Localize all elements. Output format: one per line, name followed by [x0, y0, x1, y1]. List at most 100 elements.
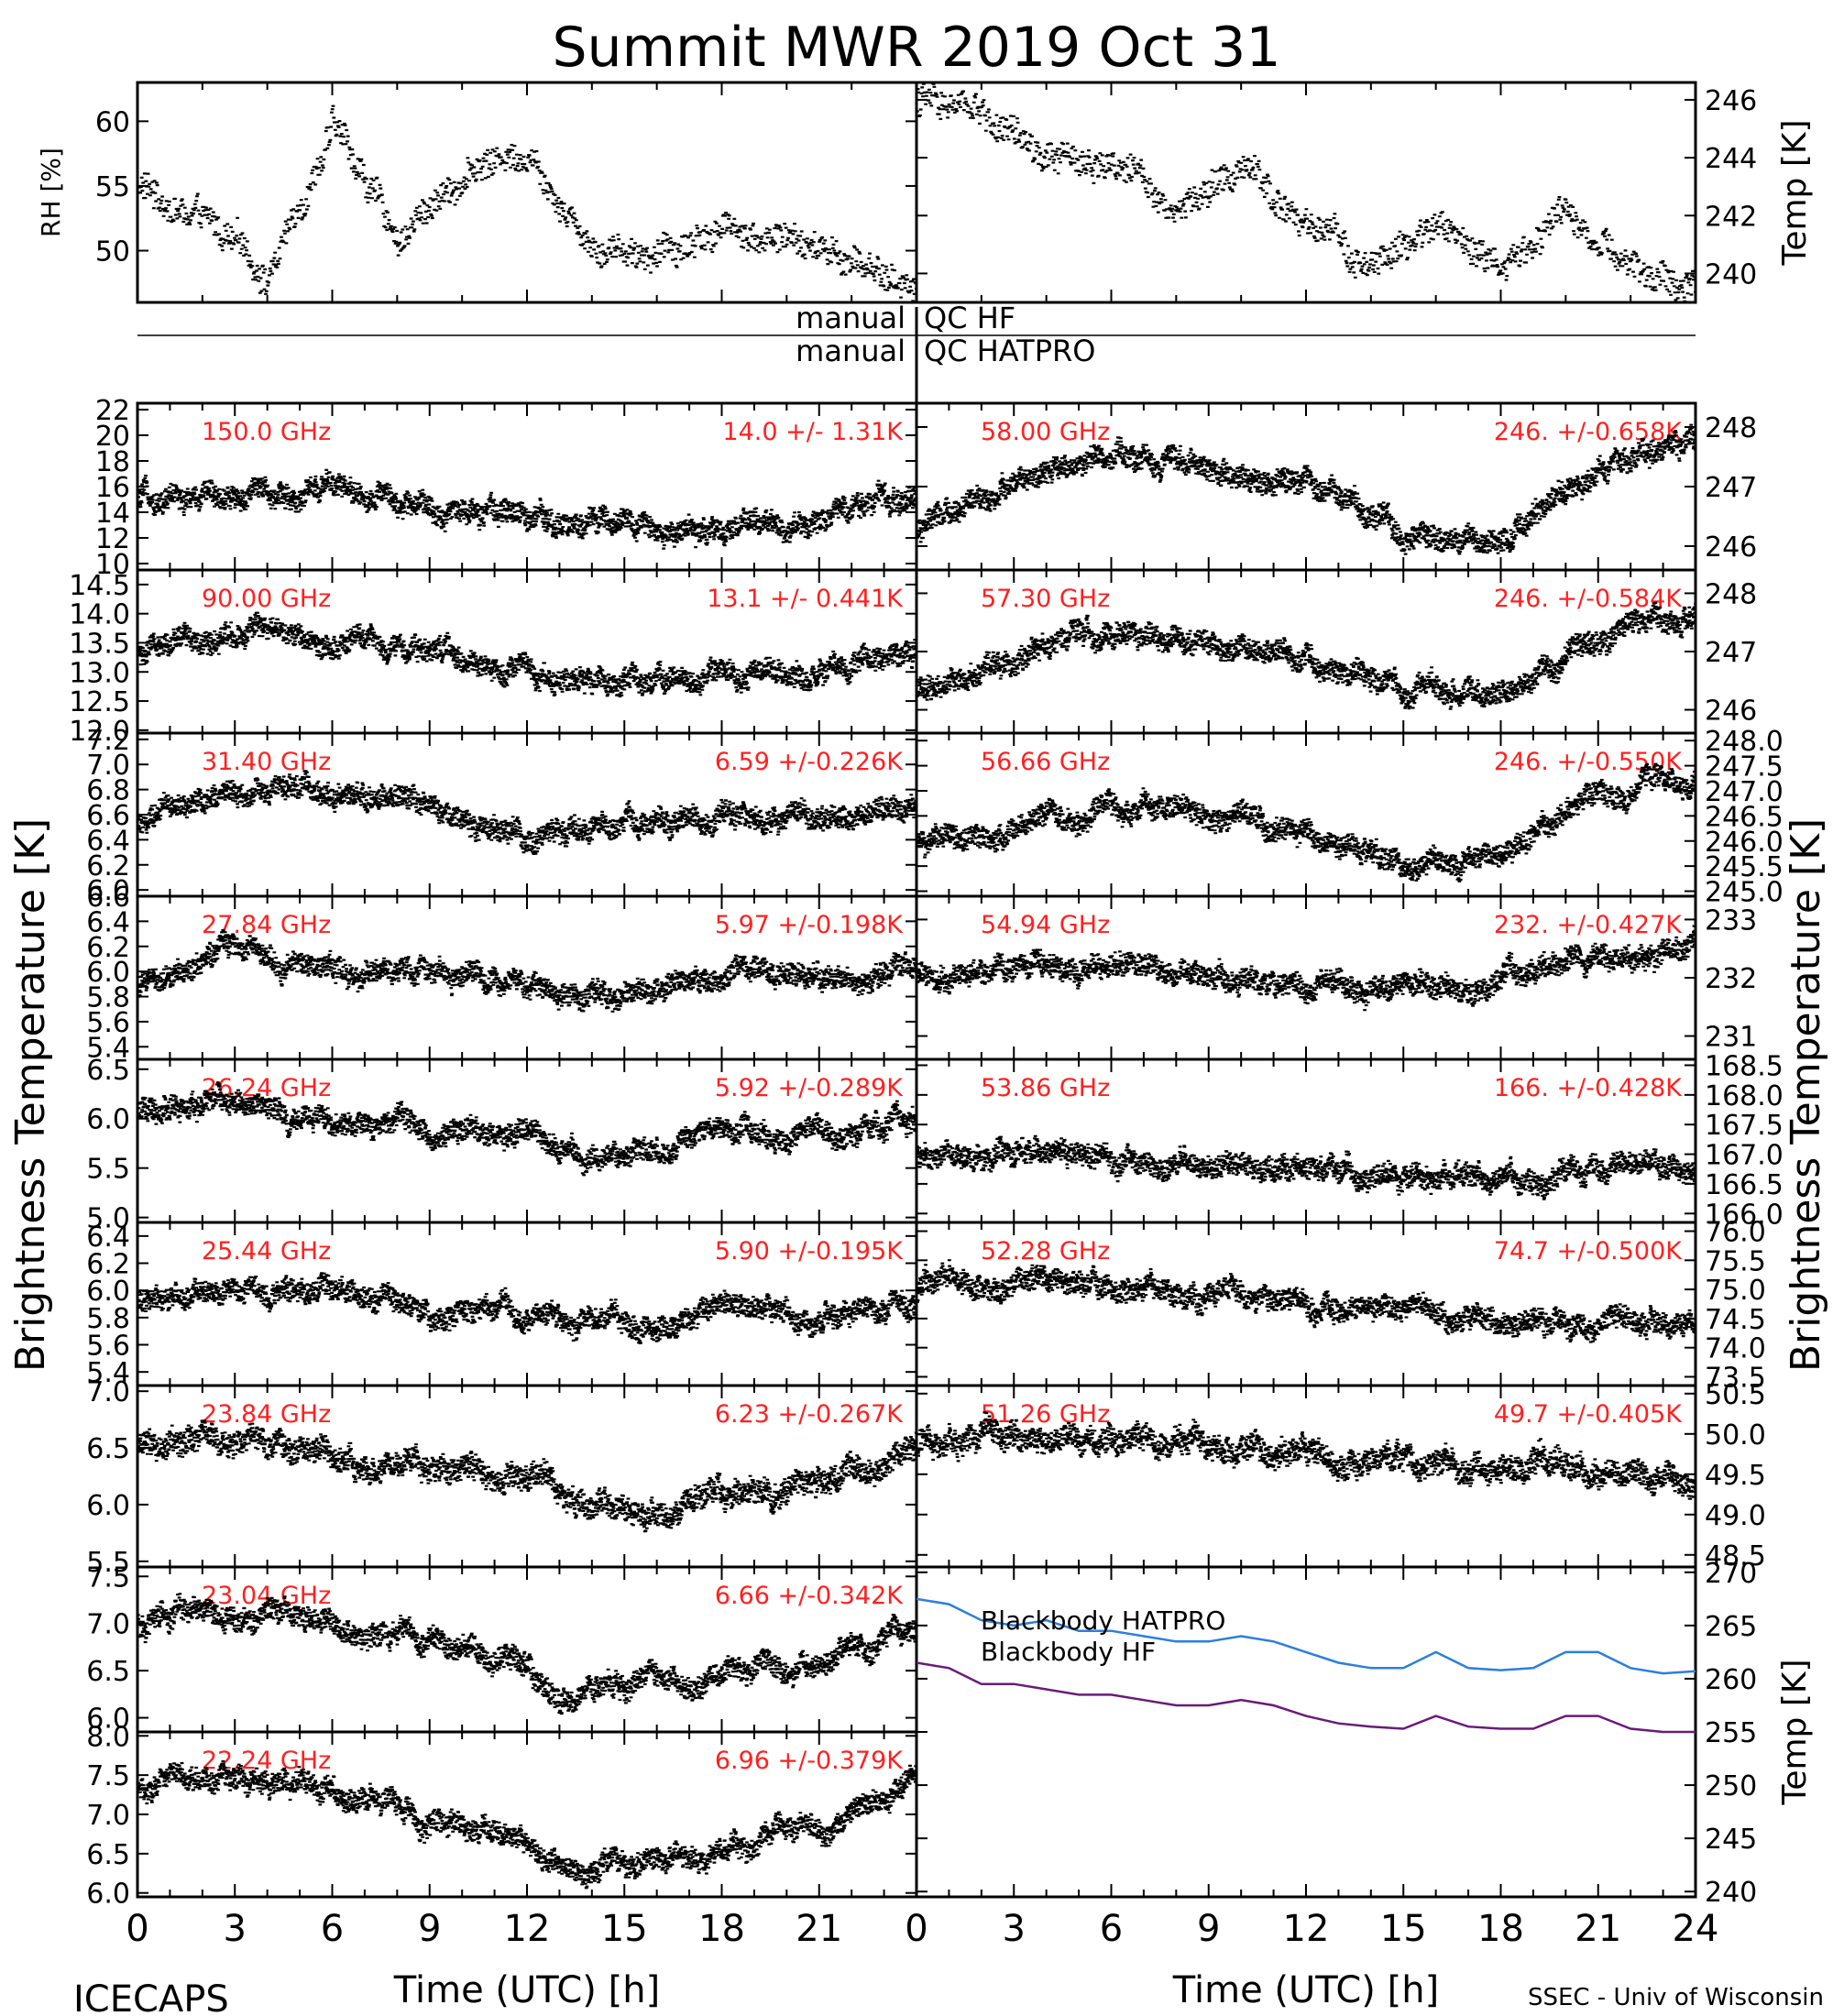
channel-label: 54.94 GHz — [981, 911, 1110, 939]
ytick-label: 248 — [1705, 412, 1757, 444]
ytick-label: 247.0 — [1705, 776, 1784, 808]
ytick-label: 7.0 — [86, 1376, 130, 1408]
panel-ch5126: 48.5 49.0 49.5 50.0 50.5 51.26 GHz 49.7 +/-0.4… — [915, 1379, 1766, 1572]
ytick-label: 245 — [1705, 1824, 1757, 1856]
stats-label: 166. +/-0.428K — [1494, 1074, 1683, 1102]
ytick-label: 6.2 — [86, 1249, 130, 1281]
ytick-label: 231 — [1705, 1022, 1757, 1054]
plot-area — [137, 611, 916, 698]
ytick-label: 20 — [95, 421, 130, 453]
xtick-label: 0 — [126, 1908, 148, 1950]
ytick-label: 6.5 — [86, 1839, 130, 1871]
figure-title: Summit MWR 2019 Oct 31 — [552, 16, 1280, 80]
ytick-label: 240 — [1705, 258, 1757, 290]
channel-label: 51.26 GHz — [981, 1400, 1110, 1429]
legend-entry-1: Blackbody HF — [981, 1637, 1156, 1667]
ytick-label: 50.0 — [1705, 1419, 1766, 1452]
plot-area — [916, 762, 1696, 882]
scatter-points — [916, 762, 1696, 882]
ytick-label: 49.5 — [1705, 1460, 1766, 1492]
plot-area — [137, 468, 916, 550]
ytick-label: 6.0 — [86, 1490, 130, 1522]
panel-ch2384: 5.5 6.0 6.5 7.0 23.84 GHz 6.23 +/-0.267K — [86, 1376, 918, 1579]
plot-area — [137, 1419, 916, 1533]
ytick-label: 6.4 — [86, 1222, 130, 1254]
scatter-points — [137, 1081, 916, 1177]
ytick-label: 6.4 — [86, 906, 130, 938]
panel-ch2784: 5.45.65.86.06.26.46.6 27.84 GHz 5.97 +/-0.… — [86, 882, 918, 1064]
ytick-label: 6.4 — [86, 825, 130, 857]
ytick-label: 6.6 — [86, 882, 130, 914]
xtick-label: 9 — [418, 1908, 441, 1950]
stats-label: 74.7 +/-0.500K — [1494, 1237, 1683, 1265]
stats-label: 232. +/-0.427K — [1494, 911, 1683, 939]
ytick-label: 74.0 — [1705, 1333, 1766, 1365]
ytick-label: 244 — [1705, 143, 1757, 175]
channel-label: 27.84 GHz — [202, 911, 331, 939]
plot-area — [916, 1134, 1696, 1200]
scatter-points — [137, 770, 916, 855]
ytick-label: 10 — [95, 549, 130, 581]
footer-right: SSEC - Univ of Wisconsin — [1528, 1984, 1824, 2011]
ytick-label: 14.5 — [69, 570, 130, 602]
plot-area — [137, 1081, 916, 1177]
plot-area — [916, 601, 1696, 710]
ytick-label: 49.0 — [1705, 1500, 1766, 1532]
ytick-label: 7.0 — [86, 1800, 130, 1832]
channel-label: 23.84 GHz — [202, 1400, 331, 1429]
ytick-label: 6.0 — [86, 875, 130, 907]
frame-rh — [136, 81, 918, 304]
ytick-label: 50 — [95, 236, 130, 268]
channel-label: 57.30 GHz — [981, 585, 1110, 613]
panel-blackbody: 240 245 250 255 260 265 270 0 3 6 9 12 15 18 21 24 Temp … — [905, 1558, 1814, 1950]
frame-temp — [915, 81, 1697, 304]
ytick-label: 247.5 — [1705, 751, 1784, 783]
ytick-label: 76.0 — [1705, 1217, 1766, 1249]
ytick-label: 55 — [95, 171, 130, 203]
ytick-label: 248.0 — [1705, 726, 1784, 758]
xtick-label: 6 — [321, 1908, 344, 1950]
channel-label: 90.00 GHz — [202, 585, 331, 613]
scatter-points — [916, 423, 1696, 555]
xtick-label: 21 — [796, 1908, 842, 1950]
qc-hf-left: manual — [796, 301, 906, 335]
channel-label: 26.24 GHz — [202, 1074, 331, 1102]
stats-label: 49.7 +/-0.405K — [1494, 1400, 1683, 1429]
stats-label: 6.66 +/-0.342K — [715, 1582, 904, 1610]
ytick-label: 6.0 — [86, 957, 130, 989]
ytick-label: 6.0 — [86, 1104, 130, 1136]
qc-hatpro-right: QC HATPRO — [924, 334, 1095, 368]
channel-label: 52.28 GHz — [981, 1237, 1110, 1265]
ytick-label: 167.0 — [1705, 1140, 1784, 1172]
ytick-label: 6.5 — [86, 1055, 130, 1087]
xtick-label: 18 — [1477, 1908, 1524, 1950]
ytick-label: 5.4 — [86, 1357, 130, 1389]
ytick-label: 14 — [95, 498, 130, 530]
xtick-label: 3 — [224, 1908, 247, 1950]
ytick-label: 247 — [1705, 472, 1757, 504]
ytick-label: 12 — [95, 523, 130, 555]
left-ylabel: Brightness Temperature [K] — [7, 818, 54, 1372]
ylabel-temp: Temp [K] — [1776, 119, 1814, 266]
ytick-label: 265 — [1705, 1611, 1757, 1643]
ytick-label: 250 — [1705, 1770, 1757, 1802]
legend-entry-0: Blackbody HATPRO — [981, 1605, 1225, 1636]
scatter-points — [137, 468, 916, 550]
scatter-points — [137, 1760, 916, 1890]
ytick-label: 5.8 — [86, 982, 130, 1014]
ytick-label: 167.5 — [1705, 1110, 1784, 1142]
panel-ch2624: 5.0 5.5 6.0 6.5 26.24 GHz 5.92 +/-0.289K — [86, 1055, 918, 1235]
scatter-points — [916, 1134, 1696, 1200]
ytick-label: 245.5 — [1705, 851, 1784, 883]
ytick-label: 7.2 — [86, 725, 130, 757]
stats-label: 6.23 +/-0.267K — [715, 1400, 904, 1429]
ytick-label: 6.5 — [86, 1656, 130, 1688]
ytick-label: 7.5 — [86, 1561, 130, 1594]
stats-label: 246. +/-0.584K — [1494, 585, 1683, 613]
ytick-label: 60 — [95, 106, 130, 138]
ytick-label: 13.5 — [69, 628, 130, 660]
ytick-label: 246 — [1705, 85, 1757, 117]
